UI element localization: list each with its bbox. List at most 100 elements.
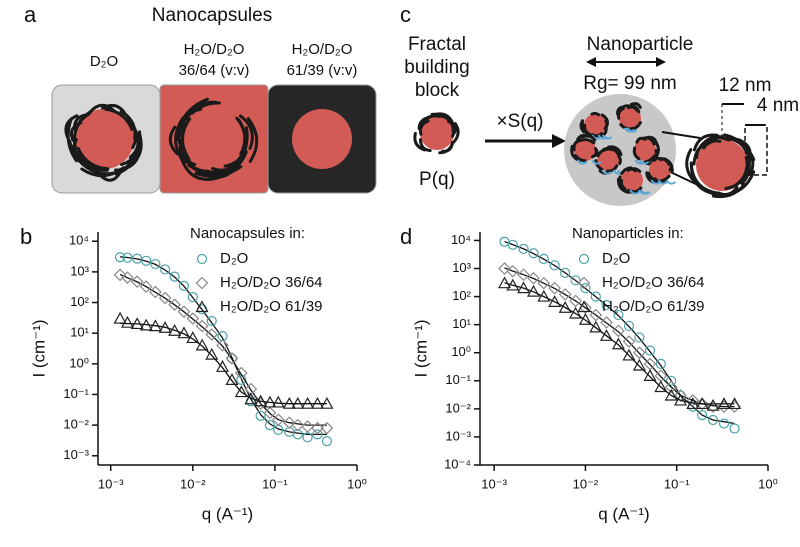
shell-strand bbox=[653, 149, 658, 159]
point bbox=[507, 239, 518, 250]
core bbox=[597, 149, 619, 171]
point bbox=[706, 400, 720, 413]
core bbox=[420, 116, 454, 150]
shell-strand bbox=[632, 146, 641, 161]
shell-strand bbox=[605, 164, 619, 173]
y-tick-label: 10⁰ bbox=[451, 344, 471, 359]
point bbox=[589, 320, 603, 333]
point bbox=[320, 421, 334, 435]
point bbox=[139, 280, 153, 293]
shell-strand bbox=[692, 133, 719, 152]
shell-strand bbox=[570, 144, 579, 162]
point bbox=[664, 388, 678, 401]
shell-strand bbox=[69, 121, 83, 142]
shell-strand bbox=[603, 146, 613, 152]
fit-line bbox=[120, 256, 327, 436]
point bbox=[654, 380, 668, 393]
point bbox=[291, 396, 305, 409]
arrow-head bbox=[656, 57, 666, 67]
point bbox=[234, 385, 248, 398]
point bbox=[234, 366, 248, 380]
point bbox=[130, 275, 144, 288]
y-tick-label: 10⁴ bbox=[451, 232, 471, 247]
point bbox=[120, 315, 134, 328]
y-tick-label: 10³ bbox=[70, 263, 89, 278]
point bbox=[718, 418, 730, 429]
ligand bbox=[629, 189, 640, 195]
x-axis-label: q (A⁻¹) bbox=[202, 504, 253, 523]
point bbox=[548, 281, 561, 295]
shell-strand bbox=[607, 145, 623, 157]
shell-strand bbox=[178, 114, 190, 138]
shell-strand bbox=[71, 140, 87, 165]
y-tick-label: 10⁻² bbox=[445, 400, 471, 415]
shell-strand bbox=[616, 105, 624, 116]
point bbox=[206, 315, 217, 327]
box-label: H₂O/D₂O bbox=[184, 41, 245, 58]
core bbox=[621, 169, 643, 191]
shell-strand bbox=[723, 137, 749, 156]
point bbox=[312, 429, 323, 440]
shell-strand bbox=[195, 164, 240, 179]
y-tick-label: 10⁻⁴ bbox=[444, 456, 471, 471]
shell-box bbox=[744, 124, 768, 176]
point bbox=[121, 271, 134, 284]
core bbox=[696, 139, 748, 191]
point bbox=[301, 420, 314, 433]
x-tick-label: 10⁻¹ bbox=[262, 476, 288, 491]
y-tick-label: 10¹ bbox=[70, 325, 89, 340]
point bbox=[549, 260, 560, 271]
y-tick-label: 10² bbox=[452, 288, 471, 303]
point bbox=[569, 306, 583, 319]
point bbox=[498, 276, 512, 289]
point bbox=[560, 267, 571, 278]
panel-label: d bbox=[400, 224, 412, 249]
block-label: Fractal bbox=[408, 34, 466, 55]
shell-strand bbox=[689, 161, 720, 195]
y-tick-label: 10⁻³ bbox=[445, 428, 471, 443]
legend-label: H₂O/D₂O 36/64 bbox=[602, 274, 705, 291]
ligand bbox=[597, 134, 609, 140]
legend-title: Nanoparticles in: bbox=[572, 225, 684, 242]
y-axis-label: I (cm⁻¹) bbox=[411, 319, 430, 377]
core bbox=[584, 114, 606, 136]
shell-strand bbox=[168, 125, 179, 156]
ligand bbox=[601, 169, 612, 175]
x-tick-label: 10⁰ bbox=[758, 476, 778, 491]
point bbox=[186, 331, 200, 344]
shell-strand bbox=[603, 119, 609, 130]
shell-strand bbox=[114, 142, 142, 172]
shell-strand bbox=[175, 97, 209, 141]
point bbox=[178, 280, 190, 291]
shell-strand bbox=[418, 119, 430, 136]
point bbox=[622, 335, 636, 348]
box-label: D₂O bbox=[90, 53, 118, 70]
ligand bbox=[665, 179, 677, 185]
point bbox=[263, 395, 277, 408]
point bbox=[537, 289, 551, 302]
core bbox=[634, 139, 656, 161]
point bbox=[498, 262, 511, 275]
shell-strand bbox=[419, 138, 432, 152]
shell-strand bbox=[183, 152, 210, 173]
point bbox=[187, 292, 198, 303]
x-tick-label: 10⁻² bbox=[180, 476, 206, 491]
point bbox=[538, 253, 549, 265]
point bbox=[160, 264, 171, 275]
point bbox=[695, 397, 709, 411]
point bbox=[310, 396, 324, 409]
shell-strand bbox=[666, 160, 673, 172]
point bbox=[216, 339, 229, 352]
point bbox=[589, 308, 603, 322]
point bbox=[148, 319, 162, 332]
ligand bbox=[626, 127, 638, 133]
x-tick-label: 10⁻³ bbox=[98, 476, 124, 491]
shell-strand bbox=[630, 121, 642, 131]
legend-label: D₂O bbox=[602, 250, 630, 267]
point bbox=[655, 358, 666, 369]
x-tick-label: 10⁻² bbox=[573, 476, 599, 491]
shell-label: 4 nm bbox=[757, 95, 799, 116]
point bbox=[130, 317, 144, 330]
point bbox=[149, 285, 162, 299]
point bbox=[706, 398, 720, 411]
